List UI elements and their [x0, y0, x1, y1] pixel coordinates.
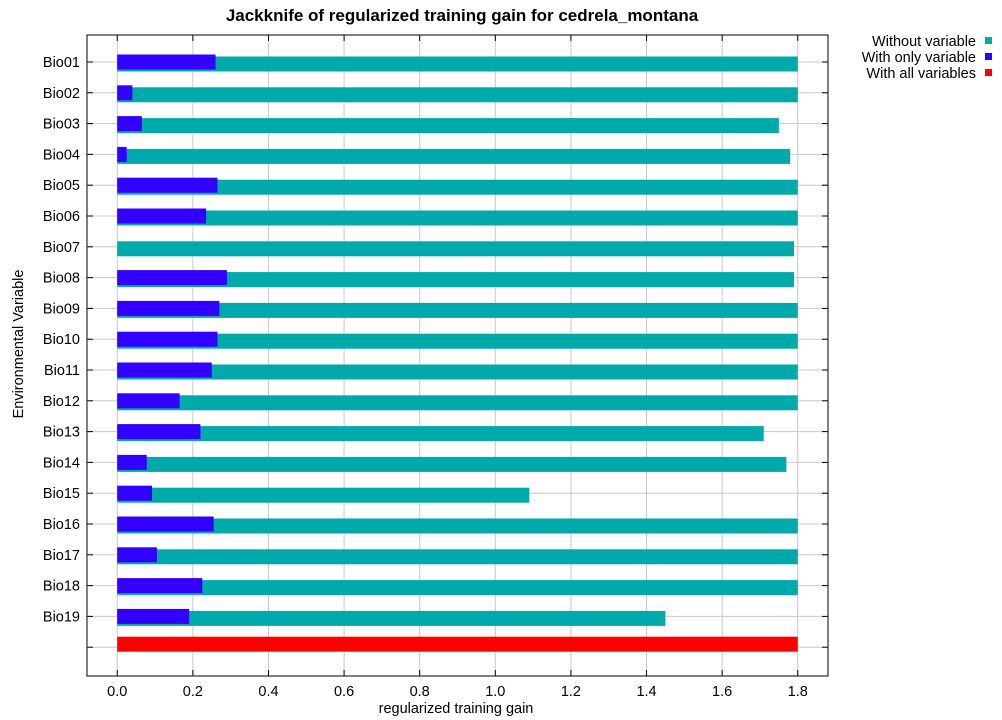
bar-with-only-variable	[117, 393, 180, 409]
category-label: Bio14	[43, 455, 80, 471]
category-label: Bio06	[43, 209, 80, 225]
x-ticks: 0.0 0.2 0.4 0.6 0.8 1.0 1.2 1.4 1.6 1.8	[87, 35, 828, 700]
category-label: Bio11	[44, 363, 80, 379]
x-tick-label: 0.0	[107, 684, 127, 700]
chart-title: Jackknife of regularized training gain f…	[226, 6, 699, 25]
bar-with-only-variable	[117, 485, 153, 501]
bar-with-only-variable	[117, 454, 147, 470]
category-label: Bio12	[43, 394, 80, 410]
bar-with-only-variable	[117, 362, 212, 378]
bar-without-variable	[117, 333, 798, 349]
bar-with-only-variable	[117, 547, 157, 563]
legend-label: Without variable	[872, 34, 976, 50]
legend-swatch	[985, 37, 992, 44]
bar-without-variable	[117, 302, 798, 318]
bar-with-only-variable	[117, 424, 201, 440]
bar-with-only-variable	[117, 300, 220, 316]
bar-without-variable	[117, 549, 798, 565]
x-tick-label: 1.2	[561, 684, 581, 700]
x-tick-label: 1.8	[788, 684, 808, 700]
x-axis-label: regularized training gain	[379, 701, 534, 717]
bar-without-variable	[117, 395, 798, 411]
bar-without-variable	[117, 56, 798, 72]
bar-with-all-variables	[117, 636, 798, 652]
y-axis-label: Environmental Variable	[11, 270, 27, 419]
category-label: Bio02	[43, 86, 80, 102]
category-label: Bio16	[43, 517, 80, 533]
bar-with-only-variable	[117, 516, 214, 532]
category-label: Bio13	[43, 425, 80, 441]
category-label: Bio15	[43, 486, 80, 502]
bar-without-variable	[117, 87, 798, 103]
bar-without-variable	[117, 179, 798, 195]
bar-with-only-variable	[117, 85, 133, 101]
x-tick-label: 1.0	[485, 684, 505, 700]
bar-without-variable	[117, 364, 798, 380]
x-tick-label: 0.2	[183, 684, 203, 700]
bar-without-variable	[117, 241, 794, 257]
category-label: Bio18	[43, 579, 80, 595]
bar-without-variable	[117, 426, 764, 442]
bar-with-only-variable	[117, 270, 227, 286]
category-label: Bio07	[43, 240, 80, 256]
bar-with-only-variable	[117, 146, 127, 162]
category-label: Bio03	[43, 117, 80, 133]
plot-frame	[86, 34, 829, 677]
x-tick-label: 1.4	[636, 684, 656, 700]
bar-without-variable	[117, 487, 530, 503]
category-label: Bio09	[43, 301, 80, 317]
category-label: Bio19	[43, 609, 80, 625]
bar-with-only-variable	[117, 578, 203, 594]
bar-with-only-variable	[117, 116, 142, 132]
category-label: Bio01	[43, 55, 80, 71]
bar-without-variable	[117, 580, 798, 596]
legend-swatch	[985, 69, 992, 76]
bar-without-variable	[117, 148, 791, 164]
legend-swatch	[985, 53, 992, 60]
bar-without-variable	[117, 518, 798, 534]
category-label: Bio08	[43, 271, 80, 287]
legend-label: With only variable	[862, 50, 976, 66]
bar-without-variable	[117, 210, 798, 226]
category-labels: Bio01 Bio02 Bio03 Bio04 Bio05 Bio06 Bio07 Bio08…	[43, 55, 80, 625]
category-label: Bio05	[43, 178, 80, 194]
x-tick-label: 0.8	[410, 684, 430, 700]
category-label: Bio10	[43, 332, 80, 348]
category-label: Bio17	[43, 548, 80, 564]
bar-without-variable	[117, 272, 794, 288]
bar-with-only-variable	[117, 177, 218, 193]
bars-layer	[117, 54, 798, 652]
bar-without-variable	[117, 456, 787, 472]
bar-without-variable	[117, 118, 779, 134]
x-tick-label: 0.6	[334, 684, 354, 700]
category-label: Bio04	[43, 147, 80, 163]
bar-with-only-variable	[117, 54, 216, 70]
bar-without-variable	[117, 610, 666, 626]
legend-label: With all variables	[866, 66, 976, 82]
x-tick-label: 0.4	[258, 684, 278, 700]
x-tick-label: 1.6	[712, 684, 732, 700]
bar-with-only-variable	[117, 208, 207, 224]
bar-with-only-variable	[117, 331, 218, 347]
bar-with-only-variable	[117, 608, 190, 624]
